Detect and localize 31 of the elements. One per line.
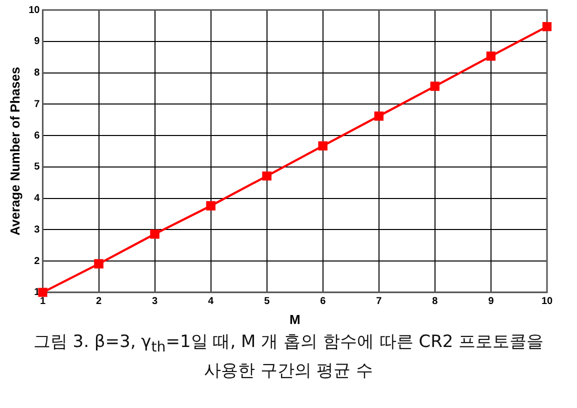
x-tick-label: 3 [152, 296, 158, 308]
point [206, 201, 216, 210]
y-tick-label: 4 [34, 193, 40, 204]
x-tick-label: 9 [488, 296, 494, 308]
y-tick-label: 10 [28, 4, 40, 16]
x-axis-title: M [289, 312, 300, 327]
y-tick-label: 2 [34, 256, 40, 267]
point [150, 230, 160, 239]
point [430, 82, 440, 91]
point [374, 112, 384, 121]
point [262, 171, 272, 181]
y-axis-title: Average Number of Phases [7, 66, 22, 236]
y-tick-label: 7 [34, 98, 40, 110]
point [94, 259, 104, 268]
x-tick-label: 7 [376, 296, 382, 308]
x-tick-label: 6 [320, 296, 326, 308]
y-tick-label: 6 [34, 130, 40, 142]
x-tick-label: 10 [541, 296, 553, 308]
y-tick-label: 5 [34, 162, 40, 173]
caption: 그림 3. β=3, γ$_{th}$=1일 때, M 개 홉의 함수에 따른 CR2 프로토콜을 사용한 구간의 평균 수 [32, 331, 545, 384]
y-tick-label: 3 [34, 224, 40, 236]
y-tick-label: 8 [34, 68, 40, 79]
point [38, 288, 48, 297]
x-tick-label: 8 [432, 296, 438, 308]
point [542, 22, 552, 32]
x-tick-label: 5 [264, 296, 270, 308]
point [318, 141, 328, 150]
point [486, 52, 496, 61]
y-tick-label: 9 [34, 36, 40, 48]
x-tick-label: 2 [96, 296, 102, 308]
x-tick-label: 4 [208, 296, 214, 308]
